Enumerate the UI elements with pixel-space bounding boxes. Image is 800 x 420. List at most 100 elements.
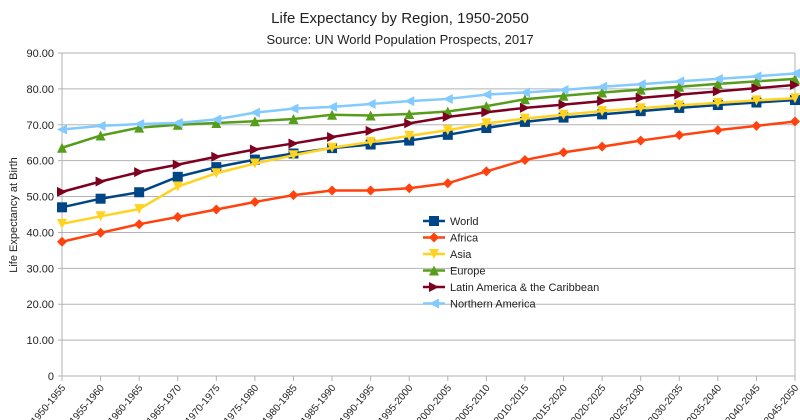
data-point	[790, 116, 800, 127]
data-point	[429, 265, 439, 276]
data-point	[404, 96, 415, 107]
legend-label: Latin America & the Caribbean	[450, 282, 599, 294]
data-point	[404, 109, 415, 120]
series-europe	[57, 73, 800, 153]
y-tick-label: 30.00	[26, 263, 54, 275]
x-tick-label: 2025-2030	[608, 383, 647, 420]
data-point	[635, 135, 646, 146]
x-tick-label: 1960-1965	[106, 383, 145, 420]
data-point	[249, 116, 260, 127]
data-point	[327, 131, 338, 142]
data-point	[172, 117, 183, 128]
x-tick-label: 2010-2015	[492, 383, 531, 420]
data-point	[519, 113, 530, 124]
data-point	[249, 196, 260, 207]
x-tick-label: 2020-2025	[569, 383, 608, 420]
y-tick-label: 20.00	[26, 299, 54, 311]
series-line	[61, 98, 796, 209]
data-point	[751, 95, 762, 106]
data-point	[134, 119, 145, 130]
data-point	[288, 114, 299, 125]
data-point	[211, 117, 222, 128]
series-line	[61, 83, 796, 194]
data-point	[635, 79, 646, 90]
data-point	[95, 227, 106, 238]
data-point	[57, 202, 67, 213]
data-point	[365, 125, 376, 136]
series-latin-america-the-caribbean	[57, 79, 800, 197]
data-point	[635, 84, 646, 95]
x-tick-label: 1990-1995	[338, 383, 377, 420]
data-point	[327, 142, 338, 153]
data-point	[597, 141, 608, 152]
data-point	[134, 219, 145, 230]
x-tick-label: 2035-2040	[685, 383, 724, 420]
legend-label: Northern America	[450, 299, 536, 311]
data-point	[558, 99, 569, 110]
series-line	[61, 96, 796, 226]
data-point	[712, 97, 723, 108]
data-point	[442, 93, 453, 104]
data-point	[95, 211, 106, 222]
data-point	[404, 118, 415, 129]
series-line	[61, 120, 796, 243]
y-tick-label: 50.00	[26, 192, 54, 204]
data-point	[635, 103, 646, 114]
data-point	[442, 111, 453, 122]
legend-label: Europe	[450, 266, 485, 278]
series-africa	[57, 116, 800, 247]
series-line	[61, 77, 796, 149]
data-point	[365, 98, 376, 109]
data-point	[134, 167, 145, 178]
x-tick-label: 1975-1980	[222, 383, 261, 420]
data-point	[211, 151, 222, 162]
data-point	[519, 154, 530, 165]
data-point	[365, 185, 376, 196]
data-point	[674, 89, 685, 100]
data-point	[288, 190, 299, 201]
data-point	[95, 176, 106, 187]
data-point	[288, 103, 299, 114]
data-point	[442, 178, 453, 189]
data-point	[172, 212, 183, 223]
series-line	[61, 72, 796, 131]
data-point	[519, 102, 530, 113]
data-point	[481, 107, 492, 118]
x-tick-label: 1970-1975	[183, 383, 222, 420]
data-point	[57, 124, 67, 135]
data-point	[751, 120, 762, 131]
data-point	[674, 76, 685, 87]
data-point	[134, 187, 145, 198]
data-point	[57, 218, 67, 229]
x-tick-label: 1950-1955	[29, 383, 68, 420]
x-tick-label: 1980-1985	[261, 383, 300, 420]
data-point	[95, 120, 106, 131]
x-tick-label: 2000-2005	[415, 383, 454, 420]
y-axis-label: Life Expectancy at Birth	[8, 157, 20, 273]
legend-label: Asia	[450, 249, 472, 261]
data-point	[751, 83, 762, 94]
data-point	[429, 249, 439, 259]
data-point	[429, 232, 439, 243]
data-point	[712, 125, 723, 136]
data-point	[249, 107, 260, 118]
data-point	[712, 73, 723, 84]
data-point	[558, 84, 569, 95]
data-point	[404, 130, 415, 141]
chart-title: Life Expectancy by Region, 1950-2050	[271, 10, 529, 27]
data-point	[519, 94, 530, 105]
data-point	[635, 92, 646, 103]
data-point	[172, 171, 183, 182]
data-point	[288, 138, 299, 149]
data-point	[429, 282, 439, 292]
x-tick-label: 2030-2035	[646, 383, 685, 420]
x-tick-label: 2040-2045	[724, 383, 763, 420]
data-point	[249, 158, 260, 169]
legend-item: Europe	[423, 265, 485, 278]
data-point	[790, 68, 800, 79]
x-tick-label: 2005-2010	[453, 383, 492, 420]
data-point	[751, 71, 762, 82]
y-tick-label: 0	[48, 371, 54, 383]
data-point	[211, 162, 222, 173]
